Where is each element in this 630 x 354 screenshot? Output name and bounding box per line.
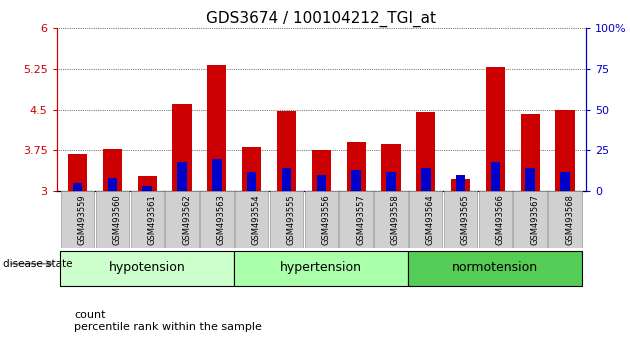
Text: GSM493556: GSM493556	[321, 194, 330, 245]
Bar	[212, 159, 222, 191]
Text: GSM493557: GSM493557	[356, 194, 365, 245]
Bar	[173, 104, 192, 191]
Bar	[451, 179, 470, 191]
Title: GDS3674 / 100104212_TGI_at: GDS3674 / 100104212_TGI_at	[206, 11, 437, 27]
Bar	[177, 162, 187, 191]
Bar	[491, 162, 500, 191]
Bar	[316, 175, 326, 191]
Text: GSM493565: GSM493565	[461, 194, 469, 245]
Bar	[142, 186, 152, 191]
Text: GSM493555: GSM493555	[287, 194, 295, 245]
Bar	[520, 114, 540, 191]
Bar	[421, 169, 430, 191]
Bar	[304, 191, 338, 248]
Bar	[312, 150, 331, 191]
Text: disease state: disease state	[3, 259, 72, 269]
Bar	[560, 172, 570, 191]
Text: hypertension: hypertension	[280, 261, 362, 274]
Bar	[386, 172, 396, 191]
Bar	[103, 149, 122, 191]
Bar	[96, 191, 129, 248]
Text: GSM493558: GSM493558	[391, 194, 400, 245]
Bar	[479, 191, 512, 248]
Text: count: count	[74, 310, 106, 320]
Bar	[234, 251, 408, 286]
Text: GSM493559: GSM493559	[77, 194, 86, 245]
Bar	[130, 191, 164, 248]
Text: GSM493564: GSM493564	[426, 194, 435, 245]
Bar	[137, 176, 157, 191]
Bar	[346, 142, 365, 191]
Text: GSM493567: GSM493567	[530, 194, 539, 245]
Text: GSM493566: GSM493566	[495, 194, 505, 245]
Bar	[381, 144, 401, 191]
Bar	[73, 183, 83, 191]
Bar	[108, 178, 117, 191]
Bar	[242, 147, 261, 191]
Bar	[352, 170, 361, 191]
Bar	[68, 154, 87, 191]
Text: normotension: normotension	[452, 261, 539, 274]
Text: GSM493563: GSM493563	[217, 194, 226, 245]
Bar	[556, 110, 575, 191]
Bar	[548, 191, 581, 248]
Bar	[277, 112, 296, 191]
Bar	[207, 65, 226, 191]
Bar	[282, 169, 291, 191]
Bar	[270, 191, 303, 248]
Bar	[455, 175, 466, 191]
Text: percentile rank within the sample: percentile rank within the sample	[74, 322, 262, 332]
Text: GSM493554: GSM493554	[251, 194, 261, 245]
Text: GSM493562: GSM493562	[182, 194, 191, 245]
Bar	[513, 191, 547, 248]
Bar	[416, 113, 435, 191]
Bar	[340, 191, 373, 248]
Bar	[486, 67, 505, 191]
Text: hypotension: hypotension	[109, 261, 186, 274]
Bar	[247, 172, 256, 191]
Text: GSM493568: GSM493568	[565, 194, 574, 245]
Text: GSM493560: GSM493560	[112, 194, 122, 245]
Text: GSM493561: GSM493561	[147, 194, 156, 245]
Bar	[235, 191, 268, 248]
Bar	[408, 251, 582, 286]
Bar	[60, 251, 234, 286]
Bar	[200, 191, 234, 248]
Bar	[374, 191, 408, 248]
Bar	[525, 169, 535, 191]
Bar	[409, 191, 442, 248]
Bar	[444, 191, 478, 248]
Bar	[61, 191, 94, 248]
Bar	[165, 191, 198, 248]
